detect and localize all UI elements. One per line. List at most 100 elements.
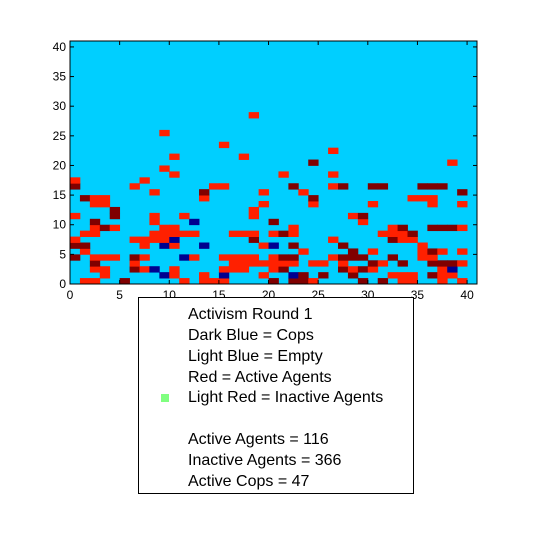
heatmap-cell	[457, 260, 468, 267]
y-tick-label: 0	[59, 277, 66, 291]
heatmap-cell	[179, 212, 190, 220]
heatmap-cell	[129, 254, 140, 261]
heatmap-cell	[129, 260, 140, 267]
heatmap-cell	[407, 278, 418, 285]
heatmap-cell	[70, 242, 81, 249]
heatmap-cell	[367, 266, 379, 273]
heatmap-cell	[417, 248, 428, 255]
heatmap-cell	[308, 159, 319, 166]
heatmap-cell	[437, 272, 448, 279]
heatmap-cell	[169, 224, 180, 232]
heatmap-cell	[397, 260, 408, 267]
heatmap-cell	[189, 218, 200, 226]
heatmap-cell	[308, 201, 319, 208]
heatmap-cells	[70, 41, 477, 285]
heatmap-cell	[99, 224, 111, 232]
heatmap-cell	[437, 278, 448, 285]
heatmap-cell	[99, 201, 111, 208]
heatmap-cell	[70, 212, 81, 220]
heatmap-cell	[238, 260, 250, 267]
heatmap-cell	[258, 260, 269, 267]
x-tick-label: 40	[460, 288, 474, 302]
heatmap-cell	[288, 260, 299, 267]
x-tick-label: 35	[411, 288, 425, 302]
heatmap-cell	[139, 242, 150, 249]
x-tick-label: 0	[67, 288, 74, 302]
heatmap-cell	[318, 260, 329, 267]
legend-stat-inactive-agents: Inactive Agents = 366	[188, 452, 342, 469]
axes-frame	[69, 40, 478, 285]
heatmap-cell	[278, 230, 289, 237]
heatmap-cell	[278, 254, 289, 261]
heatmap-cell	[199, 278, 210, 285]
heatmap-cell	[129, 183, 140, 190]
heatmap-cell	[70, 236, 81, 243]
heatmap-cell	[89, 278, 101, 285]
x-tick-label: 5	[116, 288, 123, 302]
heatmap-cell	[328, 254, 339, 261]
heatmap-cell	[70, 183, 81, 190]
heatmap-cell	[417, 195, 428, 202]
heatmap-cell	[149, 230, 160, 237]
heatmap-cell	[298, 189, 309, 196]
heatmap-cell	[169, 236, 180, 243]
heatmap-cell	[79, 195, 91, 202]
heatmap-cell	[447, 260, 458, 267]
heatmap-cell	[109, 224, 121, 232]
heatmap-cell	[437, 260, 448, 267]
heatmap-cell	[447, 272, 458, 279]
heatmap-cell	[407, 272, 418, 279]
y-tick-label: 35	[53, 70, 67, 84]
heatmap-cell	[457, 201, 468, 208]
heatmap-cell	[139, 266, 150, 273]
y-tick-label: 15	[53, 188, 67, 202]
heatmap-cell	[238, 266, 250, 273]
heatmap-cell	[377, 230, 389, 237]
heatmap-cell	[199, 189, 210, 196]
heatmap-cell	[99, 266, 111, 273]
heatmap-cell	[417, 242, 428, 249]
heatmap-cell	[407, 195, 418, 202]
heatmap-cell	[149, 266, 160, 273]
heatmap-cell	[218, 278, 230, 285]
heatmap-cell	[308, 278, 319, 285]
legend-title: Activism Round 1	[188, 306, 313, 323]
heatmap-cell	[248, 112, 260, 119]
heatmap-cell	[387, 230, 398, 237]
legend-line-empty: Light Blue = Empty	[188, 348, 323, 365]
heatmap-cell	[79, 278, 91, 285]
heatmap-cell	[347, 212, 359, 220]
heatmap-cell	[397, 272, 408, 279]
heatmap-cell	[318, 272, 329, 279]
heatmap-cell	[417, 183, 428, 190]
heatmap-cell	[357, 218, 369, 226]
heatmap-cell	[397, 230, 408, 237]
heatmap-cell	[129, 266, 140, 273]
heatmap-cell	[407, 236, 418, 243]
heatmap-cell	[447, 266, 458, 273]
heatmap-cell	[308, 260, 319, 267]
heatmap-cell	[457, 224, 468, 232]
heatmap-cell	[199, 195, 210, 202]
heatmap-cell	[437, 224, 448, 232]
heatmap-cell	[228, 230, 240, 237]
heatmap-cell	[288, 272, 299, 279]
heatmap-cell	[427, 248, 438, 255]
heatmap-cell	[79, 248, 91, 255]
heatmap-cell	[328, 236, 339, 243]
heatmap-cell	[159, 272, 170, 279]
heatmap-cell	[427, 224, 438, 232]
y-tick-label: 40	[53, 40, 67, 54]
heatmap-cell	[248, 254, 260, 261]
heatmap-cell	[248, 206, 260, 214]
heatmap-cell	[169, 230, 180, 237]
heatmap-cell	[328, 171, 339, 178]
heatmap-cell	[457, 189, 468, 196]
heatmap-cell	[179, 254, 190, 261]
heatmap-cell	[288, 242, 299, 249]
heatmap-cell	[268, 260, 279, 267]
heatmap-cell	[407, 230, 418, 237]
heatmap-cell	[338, 254, 349, 261]
